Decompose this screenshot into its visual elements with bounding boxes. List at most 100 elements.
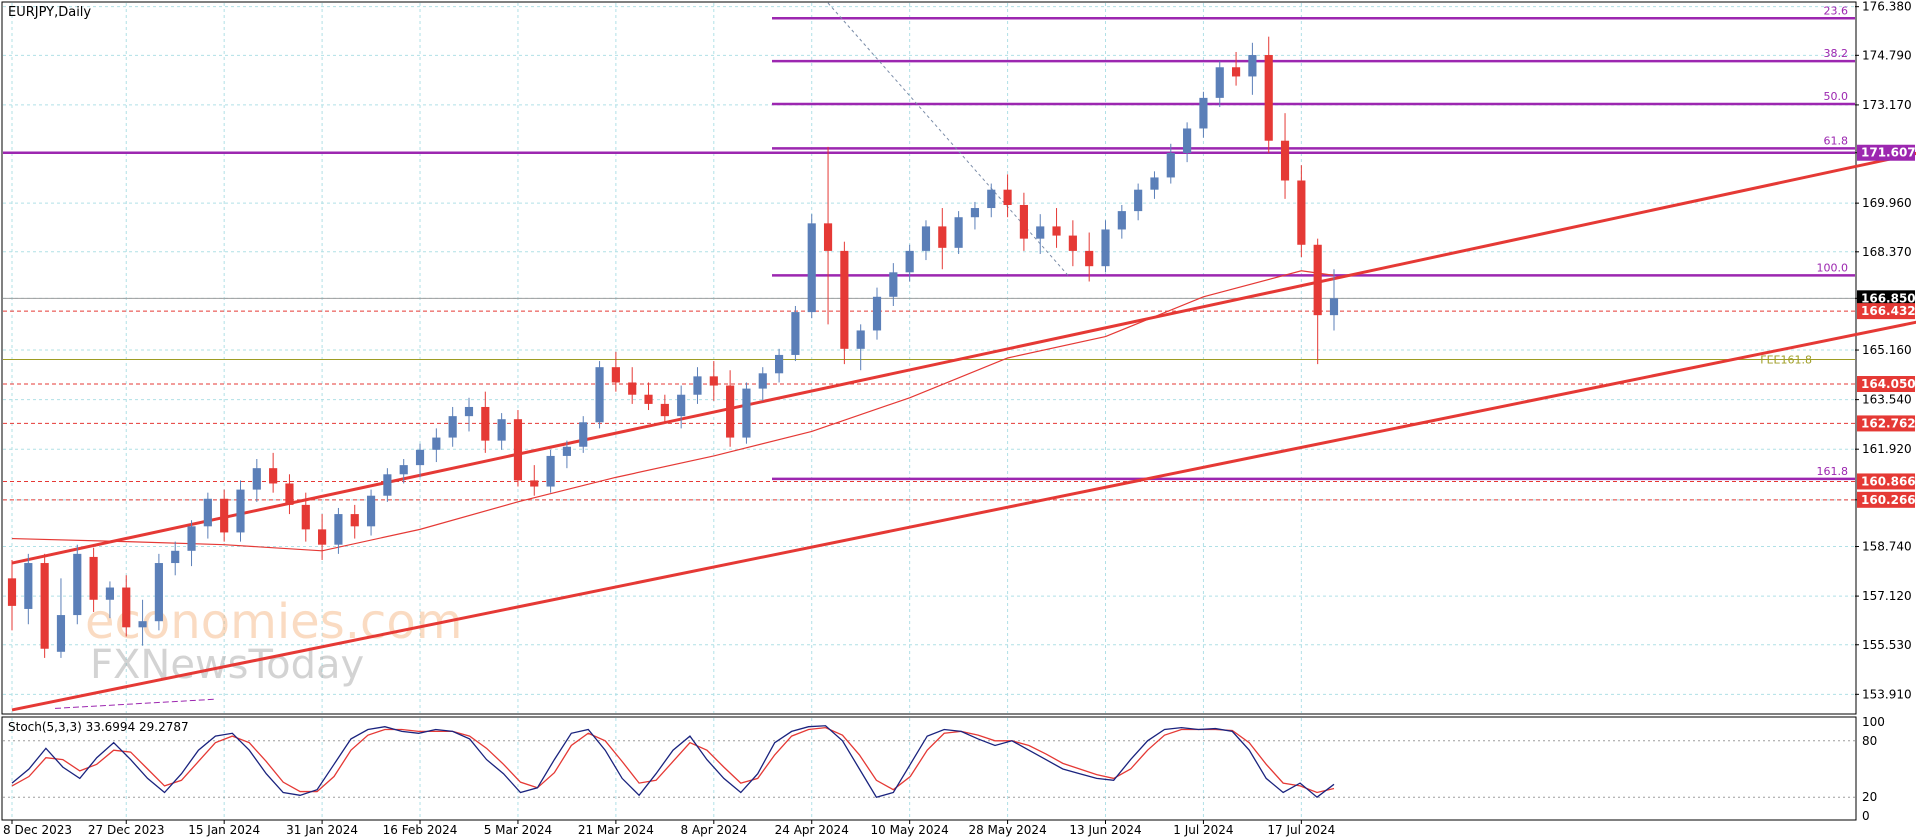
candle-body	[1003, 189, 1012, 205]
y-tick-label: 169.960	[1862, 196, 1912, 210]
x-tick-label: 16 Feb 2024	[383, 823, 458, 837]
candle-body	[823, 223, 833, 251]
candle-body	[138, 621, 147, 628]
candle-body	[1329, 298, 1339, 316]
candle-body	[301, 504, 310, 530]
fib-level-label: 161.8	[1817, 465, 1849, 478]
candle-body	[693, 376, 702, 395]
candle-body	[187, 526, 196, 551]
candle-body	[171, 550, 180, 564]
candle-body	[954, 217, 963, 248]
candle-body	[1052, 226, 1061, 236]
candle-body	[105, 587, 115, 600]
candle-body	[1280, 140, 1290, 181]
candles-layer	[7, 36, 1339, 658]
y-tick-label: 163.540	[1862, 393, 1912, 407]
candle-body	[1166, 152, 1175, 178]
channel-layer	[11, 151, 1916, 712]
y-tick-label: 153.910	[1862, 687, 1912, 701]
stoch-level-label: 20	[1862, 790, 1877, 804]
y-tick-label: 176.380	[1862, 0, 1912, 14]
candle-body	[628, 382, 637, 395]
candle-body	[89, 556, 98, 600]
candle-body	[775, 354, 784, 374]
candle-body	[334, 514, 343, 545]
y-tick-label: 161.920	[1862, 442, 1912, 456]
candle-body	[644, 394, 653, 404]
x-tick-label: 27 Dec 2023	[88, 823, 165, 837]
stoch-panel-frame	[1, 716, 1857, 821]
fib-level-label: 23.6	[1824, 4, 1849, 17]
candle-body	[432, 437, 441, 450]
price-label-text: 164.050	[1861, 377, 1916, 391]
candle-body	[448, 416, 457, 438]
candle-body	[1019, 204, 1028, 239]
candle-body	[24, 563, 33, 609]
x-tick-label: 10 May 2024	[871, 823, 949, 837]
fib-level-label: 61.8	[1824, 134, 1849, 147]
candle-body	[611, 367, 620, 383]
x-tick-label: 8 Dec 2023	[3, 823, 72, 837]
candle-body	[562, 446, 571, 456]
candle-body	[1134, 189, 1143, 212]
candle-body	[366, 495, 376, 527]
fib-level-label: 50.0	[1824, 90, 1849, 103]
candle-body	[1036, 226, 1045, 239]
moving-average-layer	[11, 270, 1335, 552]
candle-body	[1248, 55, 1257, 77]
price-label-text: 166.432	[1861, 304, 1916, 318]
x-tick-label: 8 Apr 2024	[681, 823, 748, 837]
main-panel-frame	[1, 1, 1857, 715]
candle-body	[1183, 128, 1192, 153]
price-label-text: 166.850	[1861, 291, 1916, 305]
candle-body	[236, 489, 245, 533]
stoch-label: Stoch(5,3,3) 33.6994 29.2787	[8, 720, 189, 734]
candle-body	[497, 419, 506, 441]
candle-body	[970, 208, 980, 218]
y-tick-label: 165.160	[1862, 343, 1912, 357]
candle-body	[660, 403, 669, 417]
price-label-text: 160.866	[1861, 474, 1916, 488]
candle-body	[399, 465, 408, 475]
candle-body	[220, 498, 229, 533]
stoch-d-line	[11, 726, 1335, 794]
candle-body	[889, 272, 898, 297]
y-tick-label: 168.370	[1862, 245, 1912, 259]
candle-body	[56, 615, 66, 652]
candle-body	[269, 468, 278, 484]
candle-body	[1297, 180, 1306, 245]
candle-body	[677, 394, 686, 417]
chart-title: EURJPY,Daily	[8, 5, 91, 20]
y-tick-label: 157.120	[1862, 589, 1912, 603]
price-label-box	[1857, 376, 1915, 393]
candle-body	[579, 422, 588, 447]
candle-body	[791, 312, 800, 355]
x-tick-label: 15 Jan 2024	[188, 823, 260, 837]
candle-body	[383, 474, 392, 496]
x-tick-label: 28 May 2024	[968, 823, 1046, 837]
candle-body	[203, 498, 212, 527]
price-label-text: 162.762	[1861, 416, 1916, 430]
price-label-box	[1857, 290, 1915, 307]
fibonacci-layer: 23.6 38.2 50.0 61.8 100.0 161.8	[772, 2, 1855, 481]
x-tick-label: 1 Jul 2024	[1173, 823, 1233, 837]
candle-body	[415, 449, 425, 466]
candle-body	[807, 223, 816, 313]
candle-body	[905, 250, 914, 273]
candle-body	[938, 226, 947, 248]
candle-body	[758, 373, 767, 389]
y-axis-layer: 176.380174.790173.170171.607169.960168.3…	[1855, 0, 1912, 701]
x-tick-label: 24 Apr 2024	[775, 823, 849, 837]
candle-body	[1150, 177, 1159, 190]
x-tick-label: 21 Mar 2024	[578, 823, 654, 837]
candle-body	[1117, 211, 1126, 230]
candle-body	[987, 189, 996, 209]
fib-level-label: 100.0	[1817, 261, 1849, 274]
candle-body	[318, 529, 327, 545]
candle-body	[73, 553, 82, 616]
candle-body	[1313, 244, 1322, 316]
candle-body	[285, 483, 294, 505]
